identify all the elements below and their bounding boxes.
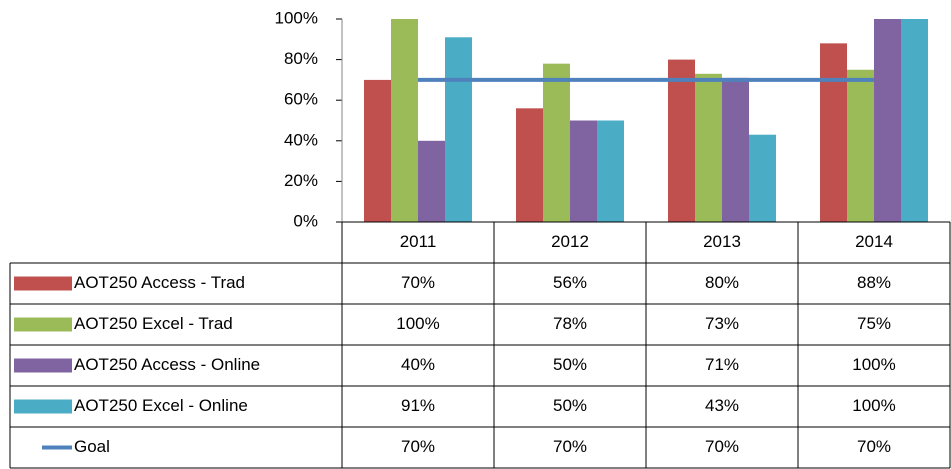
table-value: 70% [401, 437, 435, 456]
x-tick-label: 2013 [703, 232, 741, 251]
y-tick-label: 0% [293, 211, 318, 230]
bar [516, 108, 543, 222]
table-value: 73% [705, 314, 739, 333]
bar [543, 63, 570, 222]
y-tick-label: 100% [275, 8, 318, 27]
bar [445, 37, 472, 222]
table-value: 78% [553, 314, 587, 333]
bar [570, 120, 597, 222]
bar [847, 69, 874, 222]
table-value: 100% [852, 396, 895, 415]
bar [722, 77, 749, 223]
bar [418, 140, 445, 222]
table-value: 50% [553, 355, 587, 374]
table-value: 80% [705, 273, 739, 292]
table-value: 75% [857, 314, 891, 333]
legend-key [14, 276, 72, 291]
legend-label: Goal [74, 437, 110, 456]
y-tick-label: 20% [284, 171, 318, 190]
bar [874, 19, 901, 222]
table-value: 50% [553, 396, 587, 415]
table-value: 100% [852, 355, 895, 374]
table-value: 88% [857, 273, 891, 292]
y-tick-label: 60% [284, 90, 318, 109]
x-tick-label: 2014 [855, 232, 893, 251]
table-value: 70% [553, 437, 587, 456]
bar [391, 19, 418, 222]
bar [749, 134, 776, 222]
table-value: 70% [705, 437, 739, 456]
legend-key [14, 358, 72, 373]
y-tick-label: 40% [284, 130, 318, 149]
table-value: 43% [705, 396, 739, 415]
legend-key [14, 399, 72, 414]
table-value: 91% [401, 396, 435, 415]
x-tick-label: 2012 [551, 232, 589, 251]
bar [597, 120, 624, 222]
bar [820, 43, 847, 222]
bar [901, 19, 928, 222]
bar [364, 79, 391, 223]
table-value: 71% [705, 355, 739, 374]
legend-label: AOT250 Excel - Online [74, 396, 248, 415]
y-tick-label: 80% [284, 49, 318, 68]
bar [668, 59, 695, 222]
table-value: 40% [401, 355, 435, 374]
legend-label: AOT250 Access - Trad [74, 273, 245, 292]
table-value: 56% [553, 273, 587, 292]
legend-label: AOT250 Excel - Trad [74, 314, 233, 333]
legend-key [14, 317, 72, 332]
bar [695, 73, 722, 222]
table-value: 70% [857, 437, 891, 456]
table-value: 70% [401, 273, 435, 292]
table-value: 100% [396, 314, 439, 333]
x-tick-label: 2011 [400, 232, 437, 251]
legend-label: AOT250 Access - Online [74, 355, 260, 374]
